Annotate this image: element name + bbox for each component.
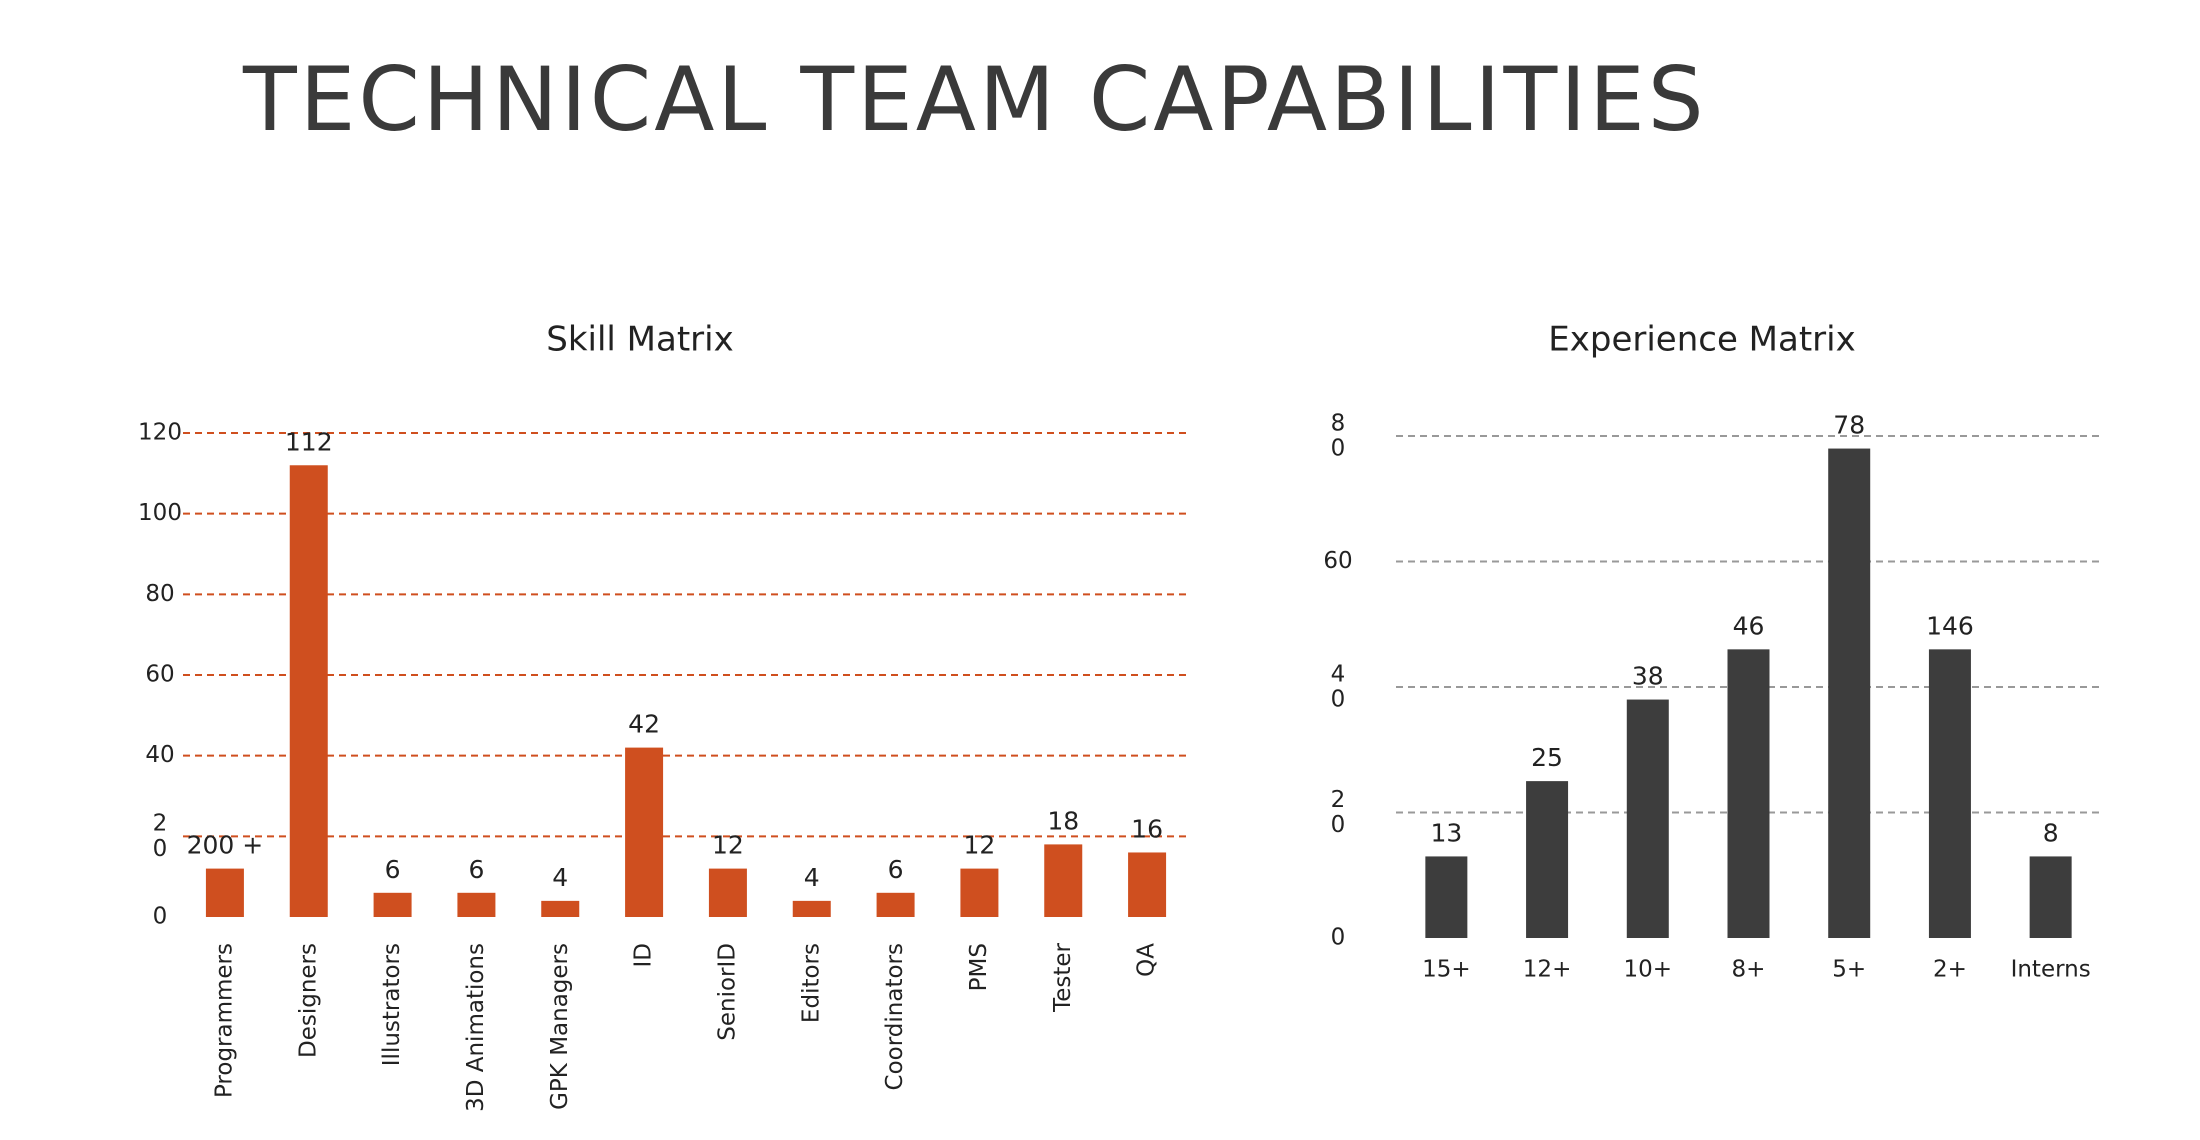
bar xyxy=(876,892,915,917)
value-label: 6 xyxy=(888,855,904,884)
x-tick-label: Illustrators xyxy=(379,943,405,1066)
value-label: 6 xyxy=(468,855,484,884)
y-tick-label: 60 xyxy=(1323,548,1352,574)
bar xyxy=(625,747,664,917)
value-label: 8 xyxy=(2043,818,2059,847)
value-label: 12 xyxy=(712,831,744,860)
bar xyxy=(960,868,999,917)
y-tick-label: 60 xyxy=(145,662,174,688)
x-tick-label: QA xyxy=(1134,943,1160,977)
bar xyxy=(1128,852,1167,917)
bar xyxy=(708,868,747,917)
value-label: 6 xyxy=(385,855,401,884)
x-tick-label: Coordinators xyxy=(882,943,908,1090)
x-tick-label: Editors xyxy=(798,943,824,1023)
x-tick-label: 10+ xyxy=(1624,957,1673,983)
x-tick-label: 2+ xyxy=(1933,957,1967,983)
x-tick-label: SeniorID xyxy=(714,943,740,1041)
x-tick-label: Programmers xyxy=(211,943,237,1098)
bar xyxy=(457,892,496,917)
chart-title: Experience Matrix xyxy=(1548,320,1855,360)
x-tick-label: 3D Animations xyxy=(463,943,489,1112)
value-label: 200 + xyxy=(187,831,264,860)
y-tick-label: 100 xyxy=(138,500,182,526)
bar xyxy=(792,900,831,917)
value-label: 18 xyxy=(1047,806,1079,835)
value-label: 4 xyxy=(804,863,820,892)
y-tick-label: 40 xyxy=(145,742,174,768)
chart-title: Skill Matrix xyxy=(546,320,733,360)
value-label: 42 xyxy=(628,710,660,739)
value-label: 25 xyxy=(1531,743,1563,772)
bar xyxy=(1526,781,1569,938)
y-tick-label: 0 xyxy=(1331,925,1346,951)
y-tick-label: 120 xyxy=(138,420,182,446)
bar xyxy=(2029,856,2072,938)
value-label: 46 xyxy=(1733,611,1765,640)
value-label: 13 xyxy=(1430,818,1462,847)
x-tick-label: 8+ xyxy=(1732,957,1766,983)
value-label: 146 xyxy=(1926,611,1974,640)
x-tick-label: GPK Managers xyxy=(547,943,573,1110)
value-label: 12 xyxy=(964,831,996,860)
bar xyxy=(1928,649,1971,938)
y-tick-label: 80 xyxy=(145,581,174,607)
bar xyxy=(541,900,580,917)
x-tick-label: 15+ xyxy=(1422,957,1471,983)
x-tick-label: ID xyxy=(631,943,657,968)
bar xyxy=(1828,448,1871,938)
value-label: 4 xyxy=(552,863,568,892)
value-label: 112 xyxy=(285,427,333,456)
bar xyxy=(205,868,244,917)
value-label: 16 xyxy=(1131,814,1163,843)
slide-title: TECHNICAL TEAM CAPABILITIES xyxy=(242,48,1707,151)
value-label: 38 xyxy=(1632,662,1664,691)
y-tick-label: 0 xyxy=(153,904,168,930)
bar xyxy=(1425,856,1468,938)
bar xyxy=(373,892,412,917)
x-tick-label: PMS xyxy=(966,943,992,991)
x-tick-label: 12+ xyxy=(1523,957,1572,983)
x-tick-label: Interns xyxy=(2011,957,2091,983)
x-tick-label: Designers xyxy=(295,943,321,1058)
bar xyxy=(1626,699,1669,938)
value-label: 78 xyxy=(1833,411,1865,440)
x-tick-label: 5+ xyxy=(1832,957,1866,983)
bar xyxy=(1727,649,1770,938)
bar xyxy=(289,465,328,917)
bar xyxy=(1044,844,1083,917)
x-tick-label: Tester xyxy=(1050,942,1076,1012)
